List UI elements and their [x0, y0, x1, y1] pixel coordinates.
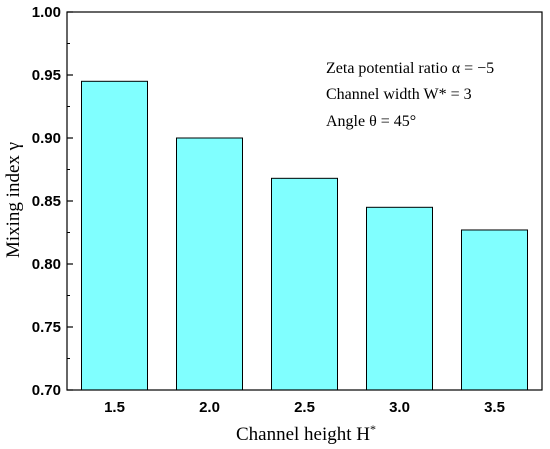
plot-frame — [66, 11, 543, 391]
bar-3.5 — [461, 229, 528, 391]
annotation-zeta: Zeta potential ratio α = −5 — [326, 60, 494, 77]
bar-1.5 — [81, 80, 148, 391]
annotation-angle: Angle θ = 45° — [326, 113, 416, 130]
y-tick-label: 0.95 — [32, 67, 61, 84]
x-axis-ticks: 1.5 2.0 2.5 3.0 3.5 — [104, 399, 505, 416]
bar-2.5 — [271, 177, 338, 391]
x-axis-title-text: Channel height H — [236, 424, 370, 445]
bar-2.0 — [176, 137, 243, 391]
x-tick-label: 3.0 — [389, 399, 410, 416]
x-tick-label: 2.0 — [199, 399, 220, 416]
y-tick-label: 0.80 — [32, 256, 61, 273]
y-tick-label: 0.85 — [32, 193, 61, 210]
x-tick-label: 2.5 — [294, 399, 315, 416]
y-axis-title: Mixing index γ — [3, 142, 24, 258]
x-axis-title-sup: * — [370, 422, 376, 436]
annotation-width: Channel width W* = 3 — [326, 86, 472, 103]
x-tick-label: 1.5 — [104, 399, 125, 416]
y-tick-label: 1.00 — [32, 4, 61, 21]
x-axis-title: Channel height H* — [236, 422, 376, 445]
y-tick-label: 0.70 — [32, 382, 61, 399]
bar-3.0 — [366, 206, 433, 391]
y-tick-label: 0.75 — [32, 319, 61, 336]
x-tick-label: 3.5 — [484, 399, 505, 416]
bars-group — [81, 80, 528, 391]
y-tick-label: 0.90 — [32, 130, 61, 147]
